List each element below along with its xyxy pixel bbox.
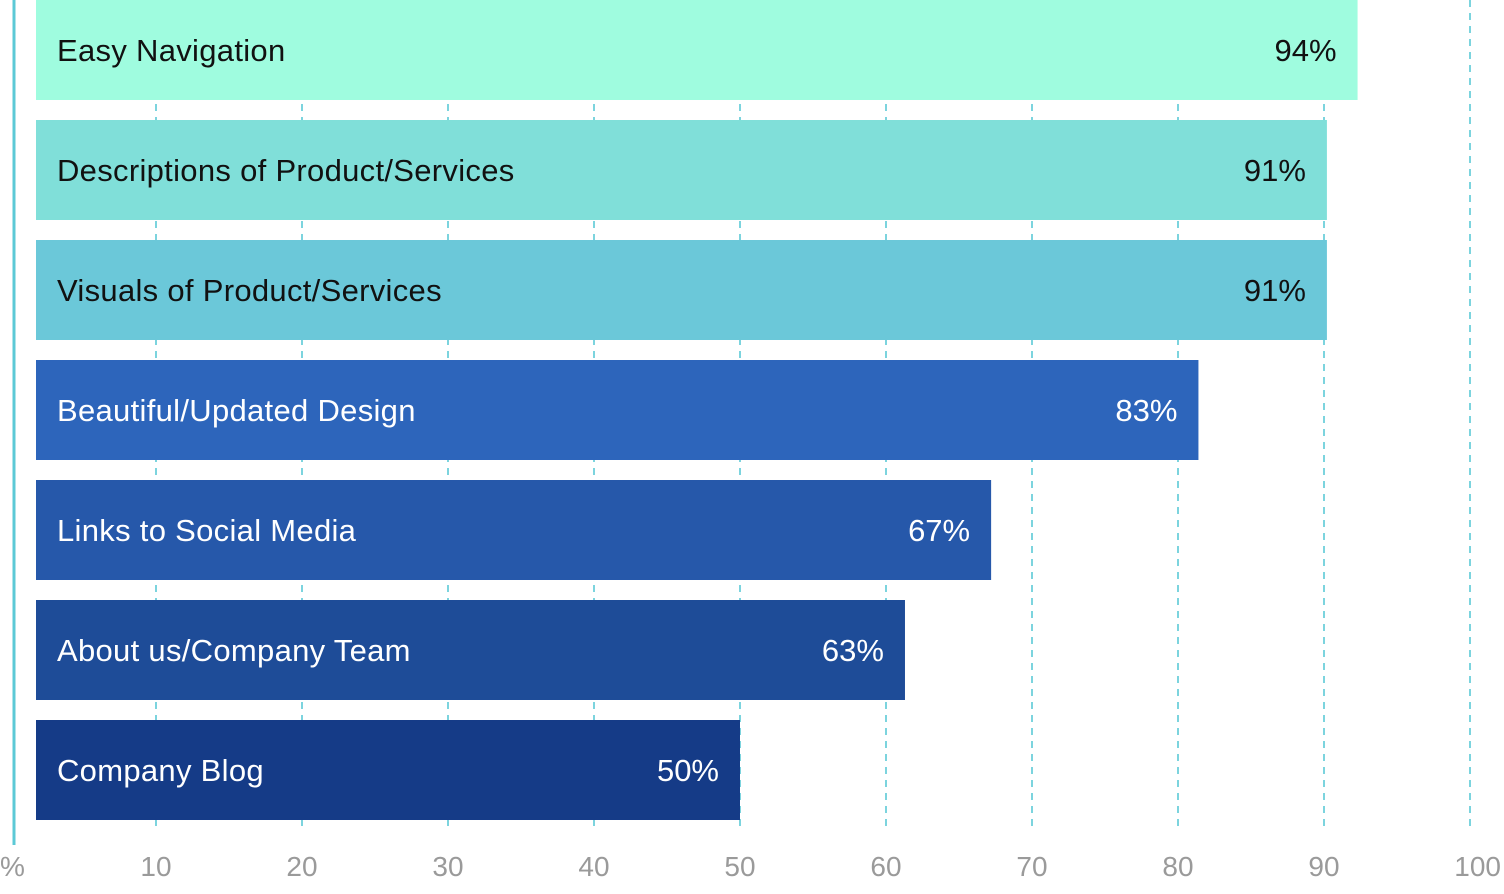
bar	[36, 720, 740, 820]
bar-category-label: Easy Navigation	[57, 33, 286, 68]
bar	[36, 240, 1327, 340]
bar-value-label: 63%	[822, 633, 884, 668]
bar-group: Links to Social Media 67%	[36, 480, 992, 580]
x-tick-label: 40	[578, 851, 609, 882]
bar-category-label: Links to Social Media	[57, 513, 357, 548]
x-tick-label: 60	[870, 851, 901, 882]
bar-value-label: 67%	[908, 513, 970, 548]
bar-value-label: 91%	[1244, 153, 1306, 188]
x-tick-label: 50	[724, 851, 755, 882]
bars: Easy Navigation 94% Descriptions of Produc…	[36, 0, 1358, 820]
x-tick-label: 30	[432, 851, 463, 882]
bar-value-label: 94%	[1275, 33, 1337, 68]
bar-value-label: 91%	[1244, 273, 1306, 308]
x-tick-label: 20	[286, 851, 317, 882]
bar-value-label: 50%	[657, 753, 719, 788]
bar	[36, 360, 1199, 460]
bar-group: Company Blog 50%	[36, 720, 740, 820]
bar-category-label: Beautiful/Updated Design	[57, 393, 416, 428]
x-tick-label: 90	[1308, 851, 1339, 882]
x-tick-label: 80	[1162, 851, 1193, 882]
bar-group: Visuals of Product/Services 91%	[36, 240, 1327, 340]
bar-category-label: Visuals of Product/Services	[57, 273, 442, 308]
bar	[36, 600, 905, 700]
bar	[36, 0, 1358, 100]
bar-category-label: Company Blog	[57, 753, 264, 788]
bar-group: About us/Company Team 63%	[36, 600, 905, 700]
bar-category-label: Descriptions of Product/Services	[57, 153, 515, 188]
x-tick-label: 70	[1016, 851, 1047, 882]
bar-group: Easy Navigation 94%	[36, 0, 1358, 100]
x-tick-labels: % 10 20 30 40 50 60 70 80 90 100	[0, 851, 1501, 882]
x-tick-label: %	[0, 851, 25, 882]
bar-category-label: About us/Company Team	[57, 633, 411, 668]
x-tick-label: 10	[140, 851, 171, 882]
bar	[36, 480, 992, 580]
bar-group: Beautiful/Updated Design 83%	[36, 360, 1199, 460]
bar-group: Descriptions of Product/Services 91%	[36, 120, 1327, 220]
bar	[36, 120, 1327, 220]
bar-value-label: 83%	[1115, 393, 1177, 428]
x-tick-label: 100	[1454, 851, 1501, 882]
